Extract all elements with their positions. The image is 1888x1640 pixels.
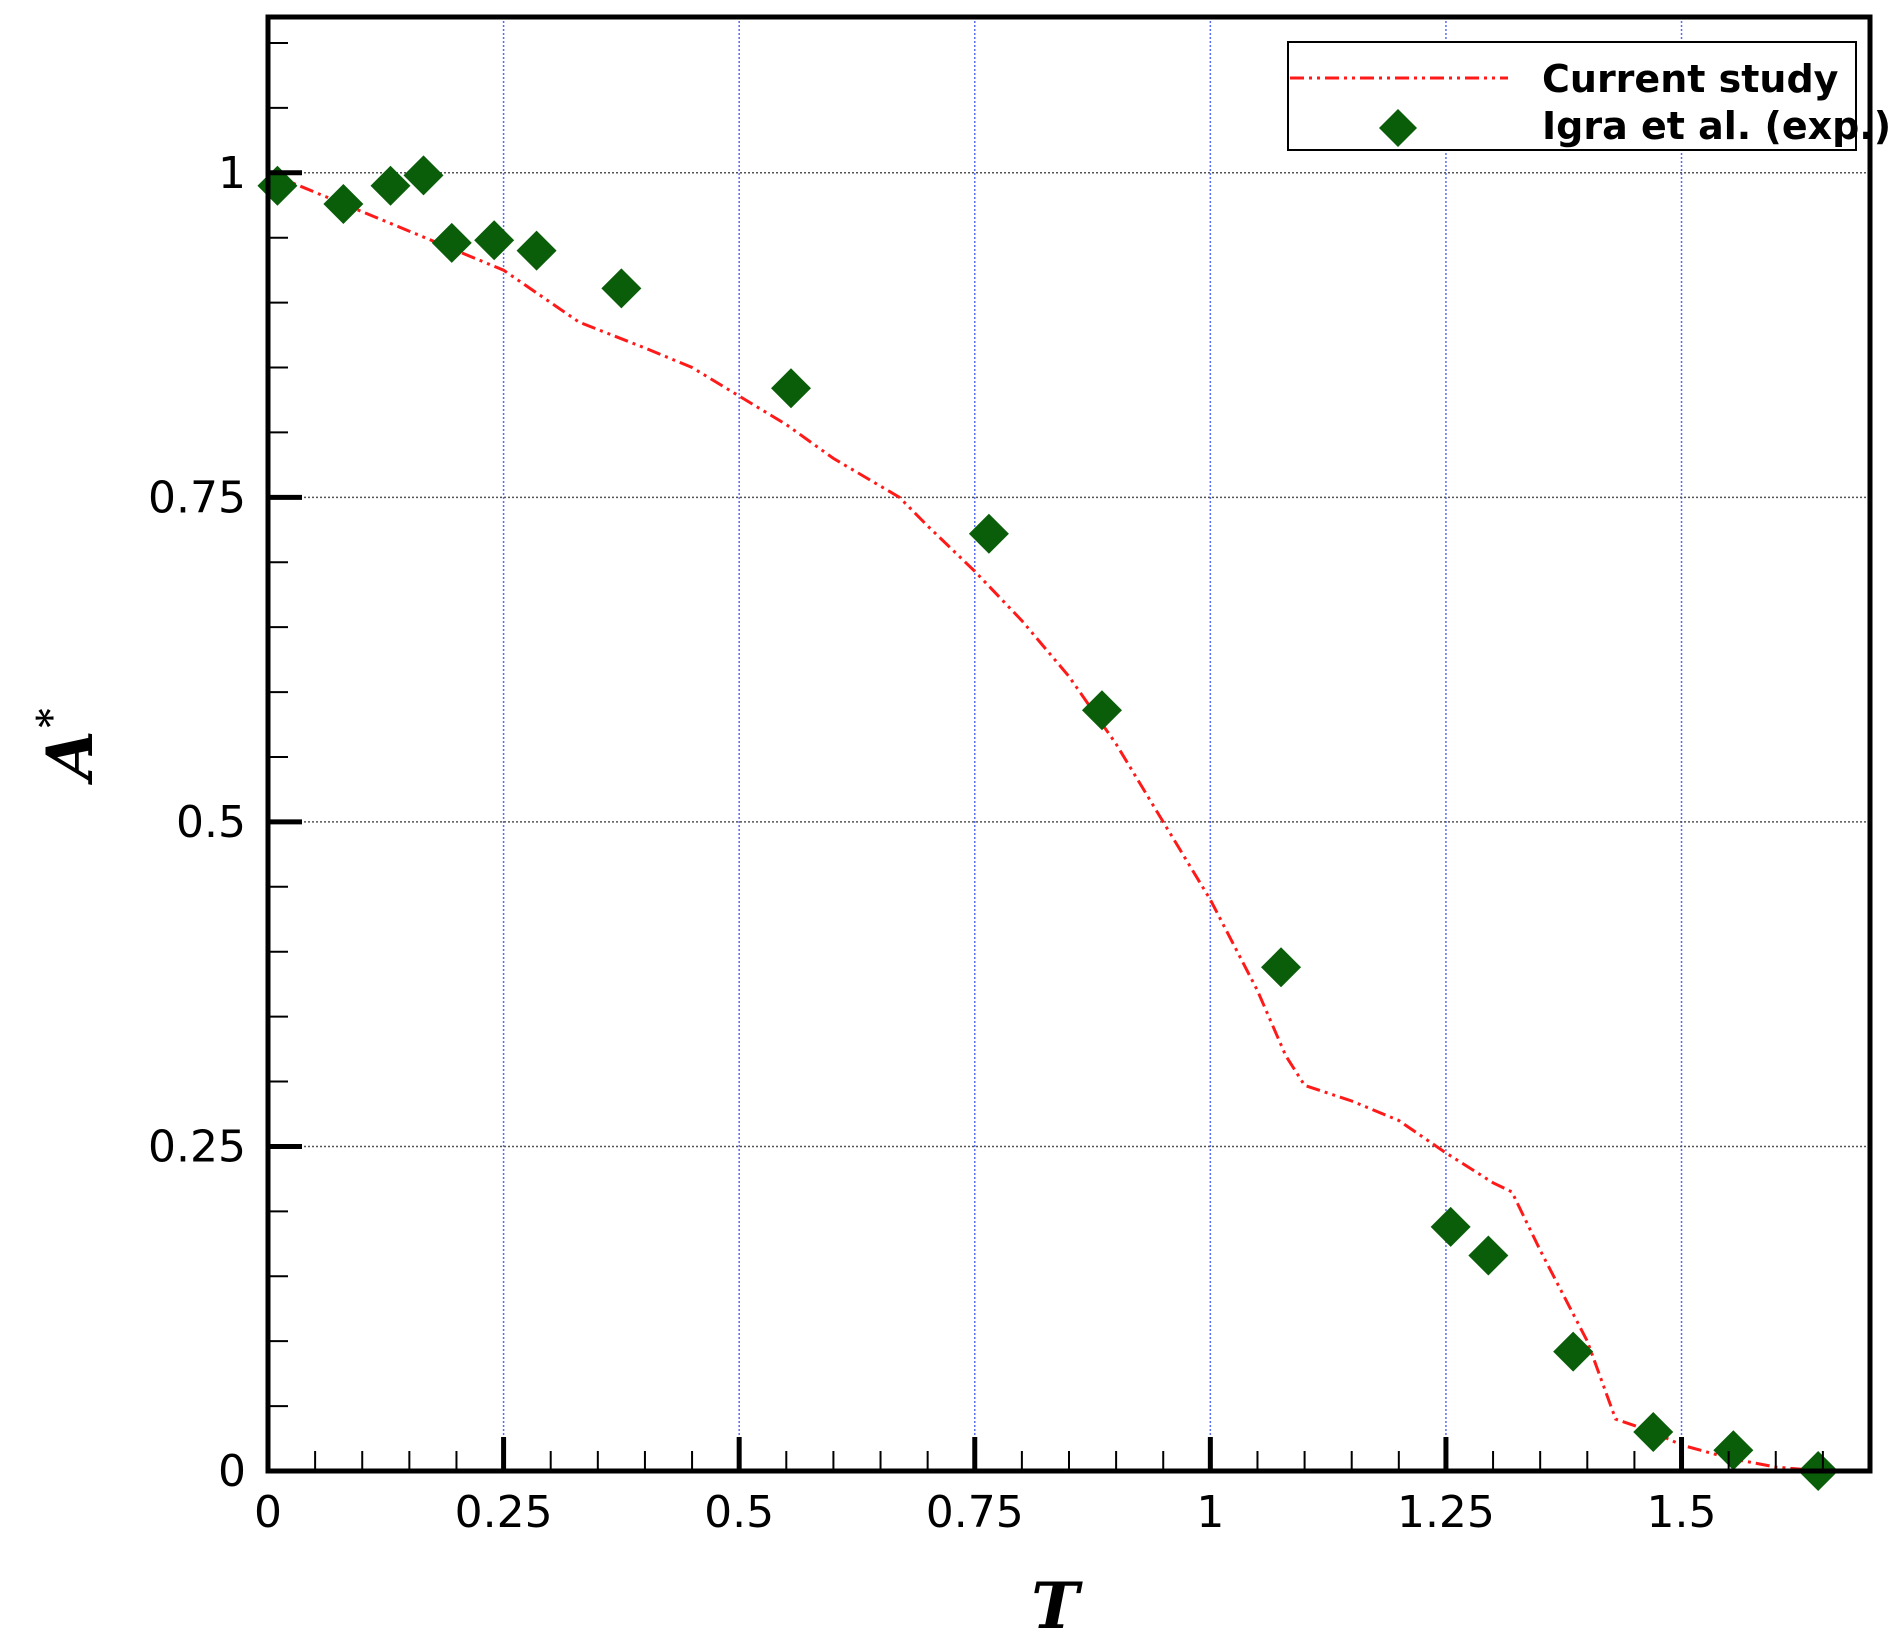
x-tick-label: 0.25 xyxy=(455,1487,553,1538)
current-study-line xyxy=(267,171,1824,1473)
y-tick-label: 0 xyxy=(218,1446,246,1497)
y-tick-label: 0.75 xyxy=(148,472,246,523)
igra-marker xyxy=(968,513,1009,554)
igra-marker xyxy=(1553,1331,1594,1372)
x-tick-label: 1 xyxy=(1196,1487,1224,1538)
y-tick-label: 0.5 xyxy=(176,797,246,848)
y-tick-label: 1 xyxy=(218,148,246,199)
x-tick-label: 0.5 xyxy=(704,1487,774,1538)
x-axis-title: T xyxy=(1031,1569,1083,1640)
igra-marker xyxy=(403,155,444,196)
x-tick-label: 0.75 xyxy=(926,1487,1024,1538)
igra-marker xyxy=(474,220,515,261)
legend-marker-swatch xyxy=(1379,109,1417,147)
x-tick-label: 0 xyxy=(254,1487,282,1538)
legend: Current study Igra et al. (exp.) xyxy=(1287,41,1888,151)
igra-marker xyxy=(1430,1206,1471,1247)
y-tick-label: 0.25 xyxy=(148,1121,246,1172)
y-axis-title: A xyxy=(33,730,108,785)
x-tick-label: 1.5 xyxy=(1647,1487,1717,1538)
igra-marker xyxy=(601,268,642,309)
igra-marker xyxy=(1468,1235,1509,1276)
igra-marker xyxy=(1081,690,1122,731)
axis-ticks xyxy=(265,41,1824,1474)
axis-tick-labels: 0 0.25 0.5 0.75 1 1.25 1.5 0 0.25 0.5 0.75 1 xyxy=(148,148,1716,1538)
y-axis-title-superscript: * xyxy=(28,708,73,728)
igra-marker xyxy=(431,222,472,263)
legend-label-current-study: Current study xyxy=(1542,57,1839,101)
x-tick-label: 1.25 xyxy=(1397,1487,1495,1538)
igra-marker xyxy=(1633,1412,1674,1453)
igra-marker xyxy=(370,165,411,206)
igra-marker xyxy=(771,368,812,409)
igra-marker xyxy=(323,183,364,224)
legend-label-igra: Igra et al. (exp.) xyxy=(1542,104,1888,148)
legend-box xyxy=(1287,41,1857,151)
grid-lines xyxy=(268,17,1870,1471)
igra-marker xyxy=(1261,947,1302,988)
igra-experiment-series xyxy=(257,155,1839,1491)
igra-marker xyxy=(516,230,557,271)
current-study-series xyxy=(267,171,1824,1473)
igra-marker xyxy=(1713,1430,1754,1471)
